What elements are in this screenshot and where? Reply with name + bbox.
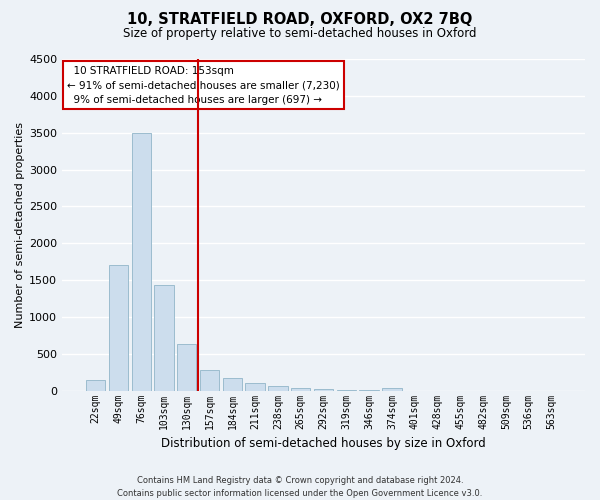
Bar [223, 378, 242, 390]
Bar [314, 389, 333, 390]
Y-axis label: Number of semi-detached properties: Number of semi-detached properties [15, 122, 25, 328]
Bar [131, 132, 151, 390]
Bar [200, 370, 219, 390]
Bar [382, 388, 401, 390]
X-axis label: Distribution of semi-detached houses by size in Oxford: Distribution of semi-detached houses by … [161, 437, 486, 450]
Bar [177, 344, 196, 391]
Bar [154, 286, 173, 391]
Text: Contains HM Land Registry data © Crown copyright and database right 2024.
Contai: Contains HM Land Registry data © Crown c… [118, 476, 482, 498]
Text: 10, STRATFIELD ROAD, OXFORD, OX2 7BQ: 10, STRATFIELD ROAD, OXFORD, OX2 7BQ [127, 12, 473, 28]
Bar [109, 266, 128, 390]
Bar [268, 386, 287, 390]
Bar [245, 384, 265, 390]
Text: Size of property relative to semi-detached houses in Oxford: Size of property relative to semi-detach… [123, 28, 477, 40]
Bar [291, 388, 310, 390]
Bar [86, 380, 105, 390]
Text: 10 STRATFIELD ROAD: 153sqm
← 91% of semi-detached houses are smaller (7,230)
  9: 10 STRATFIELD ROAD: 153sqm ← 91% of semi… [67, 66, 340, 105]
